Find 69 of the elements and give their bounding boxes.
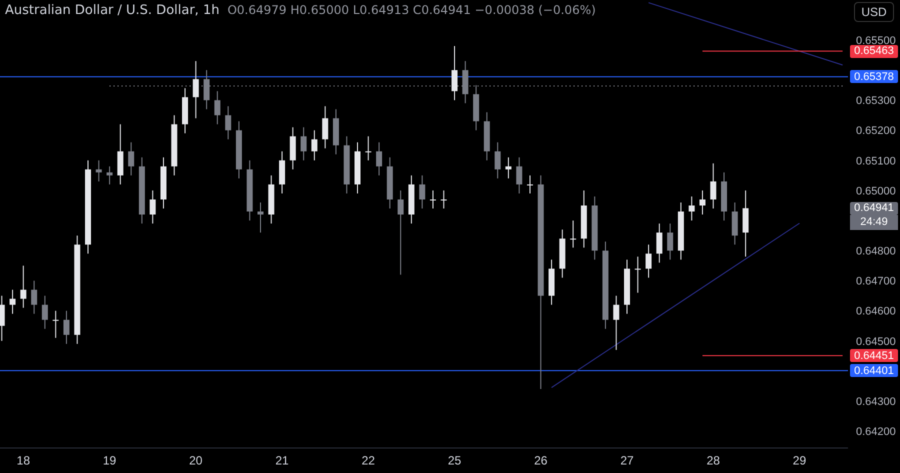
x-tick-label: 19 (102, 454, 117, 468)
text: 0.64941 (850, 202, 898, 215)
x-tick-label: 22 (362, 454, 376, 468)
candlestick (204, 70, 210, 110)
candlestick (150, 190, 156, 224)
candlestick (31, 280, 38, 314)
candlestick (311, 130, 318, 161)
y-axis-title: USD (854, 2, 894, 22)
ref-line-label: 0.64401 (850, 364, 898, 378)
y-tick-label: 0.65300 (856, 95, 896, 108)
x-tick-label: 29 (792, 454, 806, 468)
candlestick (42, 295, 48, 330)
text: 0.64451 (850, 349, 898, 362)
candlestick (613, 295, 620, 350)
candlestick (225, 106, 232, 140)
y-tick-label: 0.65200 (856, 125, 896, 138)
candlestick (494, 142, 501, 179)
candlestick (322, 106, 328, 149)
y-tick-label: 0.64800 (856, 246, 896, 258)
y-tick-label: 0.65100 (856, 155, 896, 168)
text: 0.65463 (850, 44, 898, 58)
candlestick (365, 136, 372, 161)
candlestick (398, 190, 404, 276)
candlestick (526, 174, 533, 194)
y-tick-label: 0.64700 (856, 276, 896, 288)
x-tick-label: 18 (16, 454, 30, 468)
candlestick (96, 160, 102, 182)
candlestick (419, 174, 426, 210)
candlestick (656, 223, 662, 264)
x-tick-label: 26 (534, 454, 548, 468)
candlestick (505, 156, 512, 179)
y-tick-label: 0.65500 (856, 34, 896, 47)
candlestick (516, 156, 522, 194)
x-tick-label: 27 (620, 454, 634, 468)
candlestick (0, 295, 5, 342)
candlestick (300, 126, 307, 161)
candlestick (646, 244, 652, 278)
x-tick-label: 25 (448, 454, 462, 468)
candlestick (376, 142, 382, 176)
candlestick (214, 90, 220, 125)
candlestick (257, 202, 264, 234)
y-tick-label: 0.64600 (856, 306, 896, 318)
x-tick-label: 28 (706, 454, 720, 468)
x-tick-label: 20 (189, 454, 203, 468)
candlestick (688, 196, 695, 222)
y-tick-label: 0.65000 (856, 185, 896, 198)
text: 24:49 (850, 214, 898, 230)
candlestick (452, 46, 458, 101)
candlestick (20, 265, 26, 308)
y-tick-label: 0.64200 (856, 426, 896, 438)
candlestick (192, 60, 199, 119)
ref-line-label: 0.65378 (850, 70, 898, 84)
candlestick (128, 142, 134, 176)
candlestick (699, 190, 706, 216)
candlestick (430, 190, 436, 210)
chart-title: Australian Dollar / U.S. Dollar, 1h (5, 3, 220, 18)
candlestick (710, 162, 716, 210)
y-tick-label: 0.64500 (856, 336, 896, 348)
candlestick (667, 223, 674, 260)
candlestick (634, 256, 641, 294)
candlestick (570, 220, 576, 248)
candlestick (440, 190, 447, 210)
candlestick (63, 310, 70, 344)
chart-subtitle: O0.64979 H0.65000 L0.64913 C0.64941 −0.00038 (−0.06%) (227, 3, 596, 17)
x-tick-label: 21 (275, 454, 290, 468)
candlestick (52, 310, 59, 338)
candlestick (10, 289, 16, 314)
y-tick-label: 0.64300 (856, 396, 896, 408)
candlestick (106, 166, 113, 185)
